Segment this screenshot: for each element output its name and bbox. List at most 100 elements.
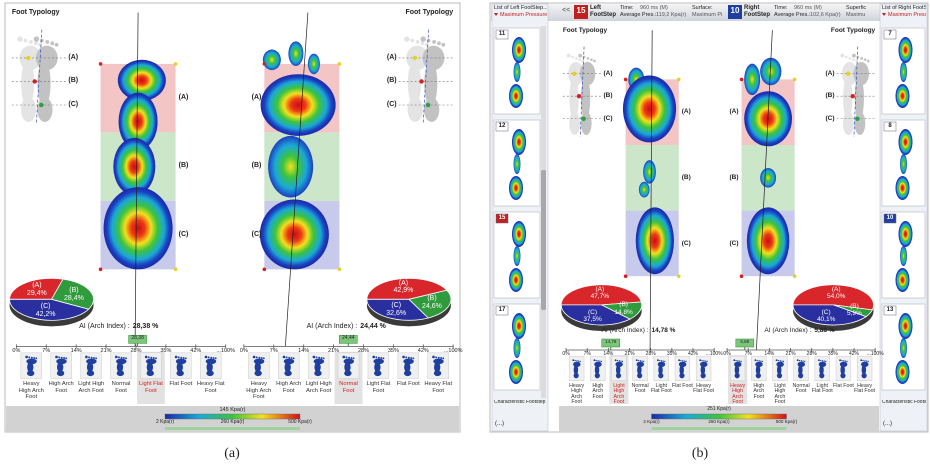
- type-icon-foot: [741, 361, 742, 362]
- zone-label: (C): [682, 240, 691, 247]
- type-icon-foot: [574, 360, 575, 361]
- list-mode: Maximum Pressure: [888, 12, 926, 18]
- zone-corner: [99, 62, 103, 66]
- arch-index: 28,38 %: [133, 323, 159, 330]
- type-icon-foot: [380, 357, 382, 359]
- schematic-label: (C): [68, 101, 78, 109]
- type-icon-foot: [617, 360, 618, 361]
- type-icon-foot: [797, 359, 799, 361]
- type-icon-foot: [619, 360, 620, 361]
- zone-label: (B): [179, 162, 189, 170]
- type-icon-foot: [755, 359, 757, 361]
- pie-label: (C): [381, 302, 411, 310]
- schematic-foot: [840, 54, 844, 58]
- type-icon-foot: [314, 359, 325, 365]
- type-icon-foot: [261, 357, 263, 359]
- schematic-label: (B): [68, 77, 78, 85]
- type-icon-foot: [659, 360, 660, 361]
- step-id: 11: [499, 31, 505, 38]
- colorbar-current: 251 Kpa(r): [707, 407, 731, 413]
- schematic-foot: [36, 46, 58, 70]
- type-icon-foot: [601, 361, 602, 362]
- type-icon-foot: [819, 362, 826, 367]
- type-icon-foot: [373, 359, 384, 365]
- type-icon-foot: [615, 359, 617, 361]
- type-icon-foot: [410, 357, 412, 359]
- type-icon-foot: [286, 356, 288, 358]
- step-id: 7: [888, 31, 891, 38]
- foot-type-label: Light Flat Foot: [651, 384, 672, 395]
- arch-index: 5,88 %: [814, 327, 834, 334]
- schematic-foot: [593, 60, 596, 63]
- type-icon-foot: [93, 357, 95, 359]
- pressure-blob: [623, 75, 676, 142]
- pie-value: 28,4%: [57, 295, 91, 303]
- type-icon-foot: [284, 359, 295, 365]
- pie-value: 40,1%: [809, 316, 843, 323]
- schematic-label: (A): [826, 70, 835, 77]
- foot-type-label: Normal Foot: [106, 381, 136, 393]
- type-icon-foot: [148, 356, 150, 358]
- type-icon-foot: [402, 356, 405, 359]
- type-icon-foot: [661, 360, 662, 361]
- scale-tick-label: 42%: [688, 352, 698, 358]
- type-icon-foot: [864, 360, 865, 361]
- schematic-label: (A): [603, 70, 612, 77]
- foot-type-label: Normal Foot: [334, 381, 364, 393]
- pressure-blob: [113, 138, 155, 196]
- colorbar-current: 145 Kpa(r): [220, 407, 246, 413]
- pressure-blob: [900, 338, 907, 358]
- zone-corner: [338, 62, 342, 66]
- schematic-label: (B): [603, 92, 612, 99]
- type-icon-foot: [706, 361, 707, 362]
- scale-tick-label: 14%: [764, 352, 774, 358]
- type-icon-foot: [116, 359, 127, 365]
- scale-tick-label: 7%: [270, 348, 278, 354]
- type-icon-foot: [125, 357, 127, 359]
- type-icon-foot: [862, 360, 863, 361]
- schematic-foot: [50, 41, 54, 45]
- type-icon-foot: [55, 356, 58, 359]
- schematic-dot: [419, 79, 423, 83]
- schematic-dot: [26, 56, 30, 60]
- type-icon-foot: [215, 357, 217, 359]
- type-icon-foot: [121, 357, 123, 359]
- scale-tick-label: 42%: [418, 348, 429, 354]
- zone-corner: [677, 274, 681, 278]
- schematic-foot: [17, 36, 22, 41]
- schematic-foot: [29, 40, 33, 44]
- pressure-blob: [896, 84, 910, 108]
- schematic-foot: [34, 41, 38, 45]
- type-icon-foot: [825, 361, 826, 362]
- type-icon-foot: [254, 359, 265, 365]
- schematic-label: (C): [603, 115, 612, 122]
- scale-tick-label: 28%: [807, 352, 817, 358]
- figure: Foot Typology(A)(B)(C)(A)(B)(C)(A)29,4%(…: [0, 0, 930, 471]
- type-icon-foot: [798, 362, 805, 367]
- schematic-dot: [581, 117, 585, 121]
- type-icon-foot: [594, 362, 601, 367]
- scale-tick-label: 14%: [71, 348, 82, 354]
- type-icon-foot: [804, 361, 805, 362]
- step-number: 15: [577, 7, 586, 16]
- pressure-blob: [261, 74, 336, 136]
- scale-tick-label: 7%: [745, 352, 752, 358]
- foot-type-label: Heavy High Arch Foot: [244, 381, 274, 399]
- schematic-foot: [867, 60, 870, 63]
- step-side: Right: [744, 5, 759, 12]
- type-icon-foot: [213, 357, 215, 359]
- zone-corner: [793, 274, 797, 278]
- schematic-foot: [571, 56, 574, 59]
- schematic-label: (A): [387, 54, 397, 62]
- schematic-foot: [849, 57, 852, 60]
- pie-label: (A): [388, 280, 418, 288]
- type-icon-foot: [678, 359, 680, 361]
- step-kind: FootStep: [744, 12, 770, 19]
- arch-index-label: AI (Arch Index) :: [764, 327, 811, 334]
- type-icon-foot: [737, 360, 738, 361]
- type-icon-foot: [640, 360, 641, 361]
- scale-tick-label: 28%: [358, 348, 369, 354]
- pressure-blob: [636, 207, 674, 274]
- scale-tick-label: ...100%: [444, 348, 463, 354]
- foot-type-label: High Arch Foot: [587, 384, 608, 401]
